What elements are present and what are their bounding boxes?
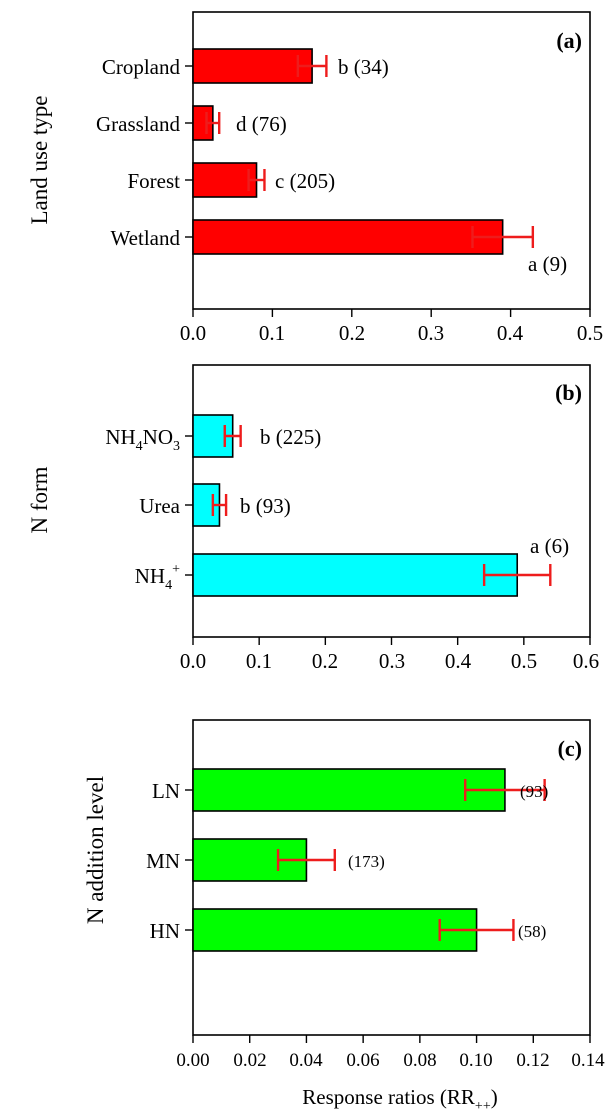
x-tick-label-6: 0.12 [516, 1050, 549, 1071]
panel-c-error-bars [276, 779, 546, 941]
panel-b-y-axis-title: N form [27, 466, 52, 533]
annotation-mn: (173) [348, 852, 385, 871]
error-bar-urea [211, 494, 228, 516]
x-tick-label-0: 0.0 [180, 649, 206, 673]
error-bar-wetland [471, 226, 535, 248]
panel-c-y-axis-title: N addition level [83, 776, 108, 924]
panel-a-x-ticks [192, 309, 591, 317]
x-tick-label-4: 0.4 [497, 321, 524, 345]
error-bar-mn [276, 849, 336, 871]
panel-b-annotations: b (225) b (93) a (6) [240, 425, 569, 558]
x-tick-label-1: 0.1 [246, 649, 272, 673]
category-label-ln: LN [152, 779, 180, 803]
bar-wetland [192, 219, 504, 255]
panel-c-y-ticks [185, 789, 193, 931]
error-bar-nh4no3 [223, 425, 242, 447]
category-label-nh4no3: NH4NO3 [105, 425, 180, 454]
panel-b-category-labels: NH4NO3 Urea NH4+ [105, 425, 180, 593]
x-tick-label-5: 0.5 [577, 321, 603, 345]
x-tick-label-0: 0.0 [180, 321, 206, 345]
x-tick-label-3: 0.06 [346, 1050, 379, 1071]
panel-a-annotations: b (34) d (76) c (205) a (9) [236, 55, 567, 276]
bar-ln [192, 768, 506, 812]
panel-b-bars [192, 414, 519, 597]
error-bar-forest [247, 169, 266, 191]
bar-hn [192, 908, 478, 952]
panel-b-n-form: (b) N form NH4NO3 Urea NH4+ b (225) b (9… [27, 364, 599, 673]
panel-b-x-tick-labels: 0.0 0.1 0.2 0.3 0.4 0.5 0.6 [180, 649, 599, 673]
panel-c-bars [192, 768, 506, 952]
annotation-nh4no3: b (225) [260, 425, 321, 449]
category-label-nh4: NH4+ [135, 562, 180, 593]
panel-a-plot-frame [192, 11, 591, 310]
category-label-hn: HN [150, 919, 180, 943]
x-tick-label-7: 0.14 [571, 1050, 605, 1071]
panel-a-label: (a) [556, 28, 582, 53]
x-tick-label-2: 0.2 [339, 321, 365, 345]
x-tick-label-6: 0.6 [573, 649, 599, 673]
panel-a-bars [192, 48, 504, 255]
x-tick-label-4: 0.08 [403, 1050, 436, 1071]
panel-c-n-addition-level: (c) N addition level LN MN HN (93) (173)… [83, 719, 605, 1114]
panel-a-y-ticks [185, 65, 193, 238]
annotation-ln: (93) [520, 782, 548, 801]
panel-a-category-labels: Cropland Grassland Forest Wetland [96, 55, 180, 250]
x-tick-label-5: 0.5 [511, 649, 537, 673]
bar-cropland [192, 48, 313, 84]
x-tick-label-4: 0.4 [445, 649, 472, 673]
panel-c-label: (c) [558, 736, 582, 761]
panel-a-land-use-type: (a) Land use type Cropland Grassland For… [27, 11, 603, 345]
category-label-wetland: Wetland [111, 226, 181, 250]
x-tick-label-2: 0.2 [312, 649, 338, 673]
error-bar-nh4 [482, 564, 552, 586]
panel-a-x-tick-labels: 0.0 0.1 0.2 0.3 0.4 0.5 [180, 321, 603, 345]
category-label-mn: MN [146, 849, 180, 873]
x-tick-label-3: 0.3 [418, 321, 444, 345]
category-label-grassland: Grassland [96, 112, 180, 136]
x-tick-label-5: 0.10 [459, 1050, 492, 1071]
error-bar-ln [464, 779, 546, 801]
x-tick-label-1: 0.1 [259, 321, 285, 345]
x-tick-label-2: 0.04 [289, 1050, 323, 1071]
x-tick-label-3: 0.3 [379, 649, 405, 673]
bar-nh4 [192, 553, 519, 597]
panel-c-x-tick-labels: 0.00 0.02 0.04 0.06 0.08 0.10 0.12 0.14 [176, 1050, 605, 1071]
annotation-nh4: a (6) [530, 534, 569, 558]
panel-c-category-labels: LN MN HN [146, 779, 180, 943]
category-label-urea: Urea [139, 494, 180, 518]
panel-b-y-ticks [185, 435, 193, 576]
annotation-cropland: b (34) [338, 55, 389, 79]
annotation-hn: (58) [518, 922, 546, 941]
error-bar-grassland [205, 112, 221, 134]
panel-b-label: (b) [555, 380, 582, 405]
panel-b-error-bars [211, 425, 552, 586]
annotation-wetland: a (9) [528, 252, 567, 276]
annotation-grassland: d (76) [236, 112, 287, 136]
error-bar-cropland [296, 55, 328, 77]
error-bar-hn [438, 919, 515, 941]
panel-a-error-bars [205, 55, 535, 248]
panel-c-annotations: (93) (173) (58) [348, 782, 548, 941]
x-axis-title: Response ratios (RR++) [302, 1085, 497, 1114]
category-label-cropland: Cropland [102, 55, 181, 79]
panel-a-y-axis-title: Land use type [27, 95, 52, 224]
panel-c-x-ticks [192, 1035, 591, 1043]
category-label-forest: Forest [128, 169, 181, 193]
bar-forest [192, 162, 258, 198]
x-tick-label-1: 0.02 [233, 1050, 266, 1071]
panel-b-x-ticks [192, 637, 591, 645]
annotation-forest: c (205) [275, 169, 335, 193]
annotation-urea: b (93) [240, 494, 291, 518]
x-tick-label-0: 0.00 [176, 1050, 209, 1071]
